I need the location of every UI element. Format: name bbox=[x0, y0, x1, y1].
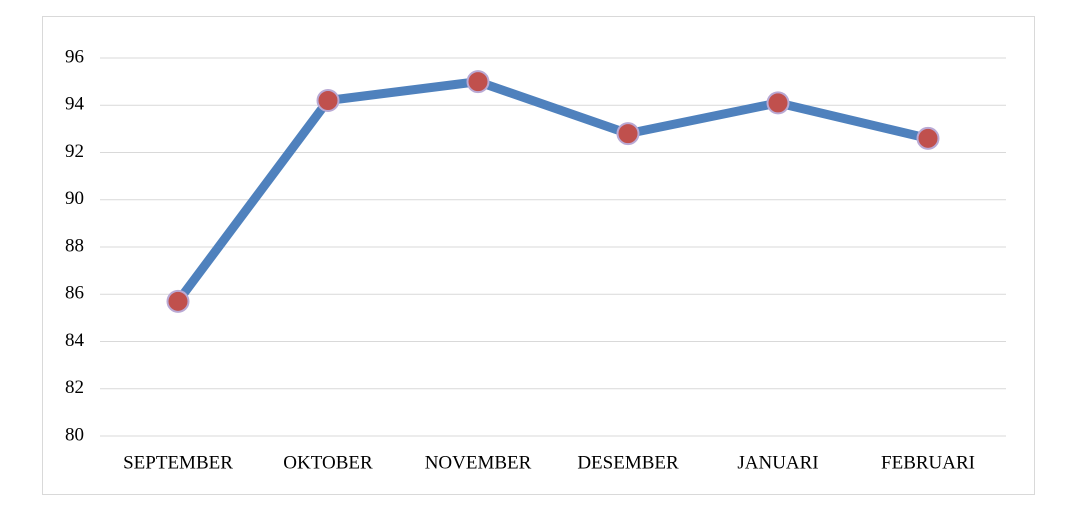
x-tick-label: NOVEMBER bbox=[425, 452, 532, 473]
marker bbox=[766, 91, 790, 115]
y-tick-label: 82 bbox=[65, 377, 84, 398]
marker bbox=[166, 289, 190, 313]
y-tick-label: 88 bbox=[65, 235, 84, 256]
marker bbox=[616, 122, 640, 146]
marker bbox=[916, 126, 940, 150]
y-tick-label: 92 bbox=[65, 141, 84, 162]
x-tick-label: DESEMBER bbox=[577, 452, 679, 473]
x-tick-label: SEPTEMBER bbox=[123, 452, 233, 473]
x-tick-label: FEBRUARI bbox=[881, 452, 975, 473]
chart-border bbox=[42, 16, 1035, 495]
marker bbox=[466, 70, 490, 94]
y-tick-label: 94 bbox=[65, 94, 85, 115]
y-tick-label: 80 bbox=[65, 424, 84, 445]
x-tick-label: OKTOBER bbox=[283, 452, 373, 473]
marker bbox=[316, 89, 340, 113]
y-tick-label: 86 bbox=[65, 283, 84, 304]
x-tick-label: JANUARI bbox=[737, 452, 818, 473]
y-tick-label: 84 bbox=[65, 330, 85, 351]
y-tick-label: 90 bbox=[65, 188, 84, 209]
y-tick-label: 96 bbox=[65, 46, 84, 67]
line bbox=[173, 77, 933, 306]
